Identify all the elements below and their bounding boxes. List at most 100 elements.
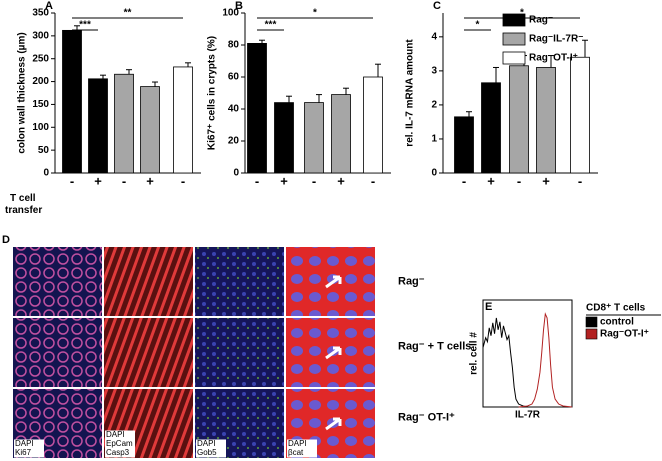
arrow xyxy=(325,275,342,289)
significance-label: * xyxy=(476,20,480,31)
stain-label: DAPI xyxy=(15,439,34,448)
stain-label: Gob5 xyxy=(197,448,217,457)
y-tick-label: 80 xyxy=(228,40,240,51)
micrograph xyxy=(13,247,102,316)
x-tick-label: - xyxy=(371,173,375,188)
row-label: Rag⁻ + T cells xyxy=(398,340,471,352)
y-tick-label: 60 xyxy=(228,72,240,83)
legend-swatch xyxy=(585,316,598,328)
y-tick-label: 0 xyxy=(43,168,49,179)
panel-label: C xyxy=(433,0,441,12)
y-axis-label: rel. cell # xyxy=(469,332,480,375)
y-tick-label: 250 xyxy=(32,53,49,64)
legend-label: Rag⁻OT-I⁺ xyxy=(600,329,649,340)
y-tick-label: 40 xyxy=(228,104,240,115)
stain-label: DAPI xyxy=(288,439,307,448)
micrograph xyxy=(286,247,375,316)
y-tick-label: 150 xyxy=(32,99,49,110)
stain-label-bg xyxy=(287,439,317,449)
panel-label: D xyxy=(2,234,10,246)
micrograph xyxy=(195,247,284,316)
stain-label-bg xyxy=(14,439,44,449)
x-tick-label: - xyxy=(181,173,185,188)
bar xyxy=(140,86,160,174)
y-tick-label: 200 xyxy=(32,76,49,87)
legend-swatch xyxy=(585,328,598,340)
y-tick-label: 1 xyxy=(431,134,437,145)
significance-label: * xyxy=(520,8,524,19)
arrow xyxy=(325,417,342,431)
y-tick-label: 3 xyxy=(431,66,437,77)
bar xyxy=(331,94,351,174)
y-tick-label: 300 xyxy=(32,30,49,41)
significance-label: *** xyxy=(265,20,277,31)
stain-label: Casp3 xyxy=(106,448,130,457)
legend-swatch xyxy=(502,13,526,27)
y-tick-label: 0 xyxy=(431,168,437,179)
legend-label: Rag⁻OT-I⁺ xyxy=(529,53,578,64)
stain-label-bg xyxy=(196,439,226,449)
stain-label-bg xyxy=(196,448,226,458)
x-axis-label: T cell transfer xyxy=(5,193,42,216)
bar xyxy=(247,43,267,174)
bar xyxy=(509,65,529,174)
legend-swatch xyxy=(502,51,526,65)
stain-label: Ki67 xyxy=(15,448,32,457)
bar xyxy=(274,102,294,174)
micrograph xyxy=(286,318,375,387)
row-label: Rag⁻ OT-I⁺ xyxy=(398,411,455,423)
y-tick-label: 0 xyxy=(233,168,239,179)
bar xyxy=(62,29,82,174)
x-tick-label: + xyxy=(542,173,550,188)
x-tick-label: - xyxy=(578,173,582,188)
stain-label-bg xyxy=(105,439,135,449)
y-tick-label: 2 xyxy=(431,100,437,111)
legend-label: Rag⁻IL-7R⁻ xyxy=(529,34,583,45)
y-axis-label: Ki67⁺ cells in crypts (%) xyxy=(207,36,218,150)
y-tick-label: 100 xyxy=(222,8,239,19)
legend-label: Rag⁻ xyxy=(529,15,553,26)
y-axis-label: colon wall thickness (µm) xyxy=(17,32,28,153)
row-label: Rag⁻ xyxy=(398,275,425,287)
micrograph xyxy=(104,247,193,316)
stain-label: DAPI xyxy=(197,439,216,448)
x-tick-label: - xyxy=(255,173,259,188)
micrograph xyxy=(195,318,284,387)
x-tick-label: - xyxy=(462,173,466,188)
bar xyxy=(481,82,501,174)
x-tick-label: + xyxy=(337,173,345,188)
stain-label: βcat xyxy=(288,448,304,457)
micrograph xyxy=(13,318,102,387)
x-tick-label: - xyxy=(70,173,74,188)
panel-label: E xyxy=(485,301,492,313)
histogram-line xyxy=(518,312,573,408)
stain-label: DAPI xyxy=(106,430,125,439)
bar xyxy=(304,102,324,174)
y-tick-label: 100 xyxy=(32,122,49,133)
stain-label-bg xyxy=(287,448,317,458)
y-axis-label: rel. IL-7 mRNA amount xyxy=(405,39,416,147)
x-tick-label: - xyxy=(517,173,521,188)
y-tick-label: 20 xyxy=(228,136,240,147)
stain-label: EpCam xyxy=(106,439,133,448)
arrow xyxy=(325,346,342,360)
bar xyxy=(114,73,134,174)
x-tick-label: + xyxy=(280,173,288,188)
stain-label-bg xyxy=(105,448,135,458)
legend-swatch xyxy=(502,32,526,46)
bar xyxy=(536,67,556,174)
panel-label: B xyxy=(235,0,243,12)
bar xyxy=(173,66,193,174)
bar xyxy=(570,56,590,174)
x-axis-label: IL-7R xyxy=(515,410,541,421)
panel-label: A xyxy=(45,0,53,12)
significance-label: ** xyxy=(124,8,132,19)
legend-label: control xyxy=(600,317,634,328)
plot-frame xyxy=(482,299,573,408)
x-tick-label: + xyxy=(487,173,495,188)
legend-title: CD8⁺ T cells xyxy=(586,303,646,314)
micrograph xyxy=(104,318,193,387)
x-tick-label: - xyxy=(312,173,316,188)
y-tick-label: 350 xyxy=(32,8,49,19)
